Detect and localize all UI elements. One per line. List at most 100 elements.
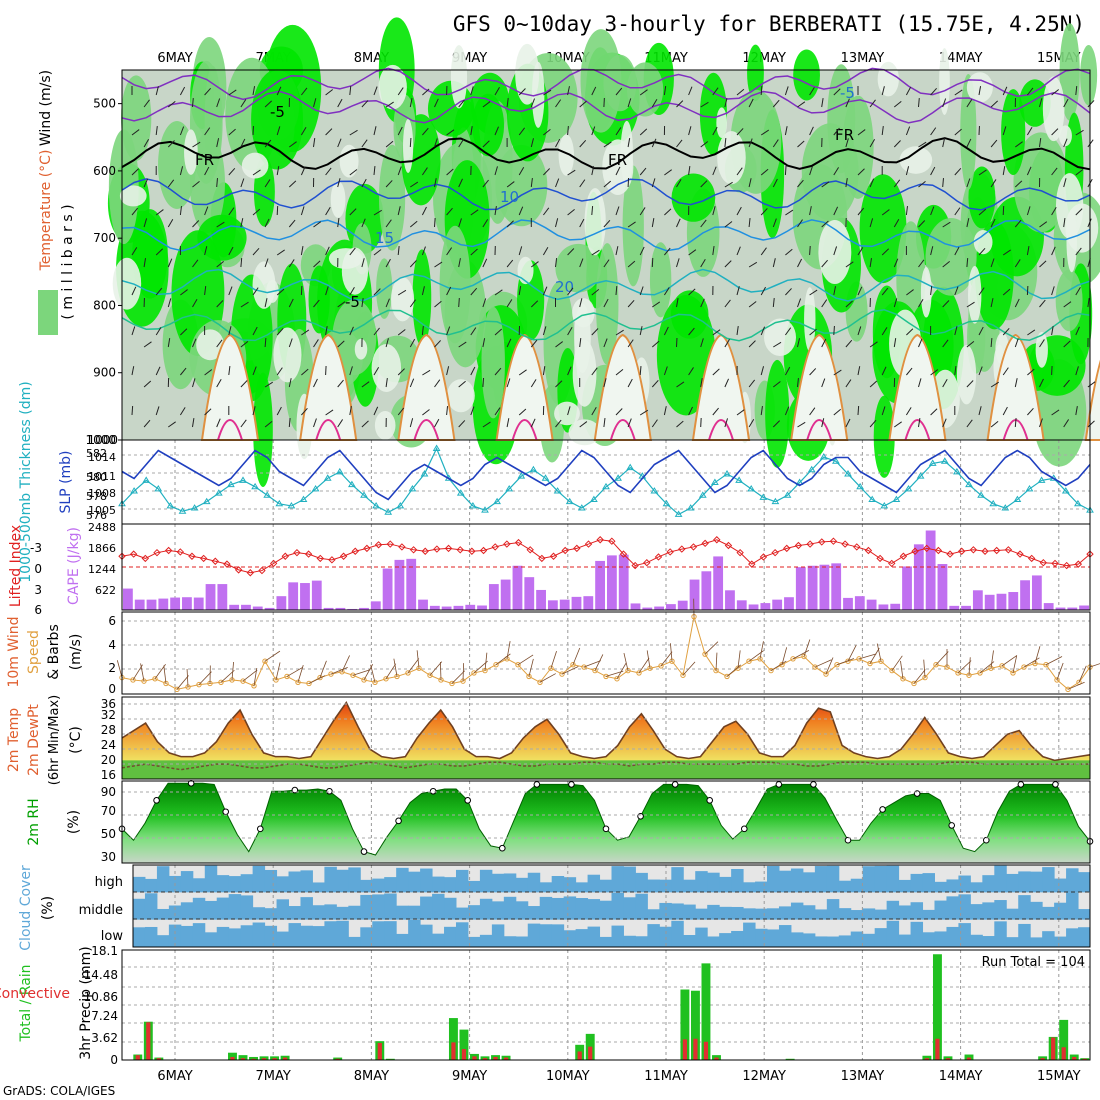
cloud-cell [635,872,648,893]
wind-barb [918,141,927,148]
wind-barb [361,100,369,108]
boundary-layer-plume [397,333,456,441]
wind-barb [289,141,297,148]
wind-barb [1087,100,1095,108]
thickness-marker [323,474,332,481]
lifted-marker [958,547,966,555]
lifted-tick: 6 [34,603,42,617]
cloud-cell [300,870,313,893]
wind-speed-marker [614,676,620,682]
wind-barb [712,87,719,96]
cloud-cell [970,904,983,920]
rh-cell [793,49,820,101]
wind-barb [700,378,703,388]
wind-barb [748,98,754,108]
wind-barb [591,367,598,376]
wind-barb [288,417,291,428]
wind-barb-10m [495,653,511,666]
wind-barb [482,421,491,428]
date-label: 14MAY [939,51,983,66]
rh-cell [412,249,432,347]
wind-barb [543,207,550,216]
contour-label: -5 [270,103,285,121]
wind-barb [543,168,551,176]
cloud-cell [360,894,373,920]
lifted-marker [176,548,185,556]
wind-barb-10m [1034,646,1041,664]
wind-barb [1075,247,1082,256]
cape-bar [736,600,747,610]
wind-barb [409,378,415,388]
rh-dry-cell [119,185,147,207]
cloud-cell [611,925,624,947]
cloud-cell [958,875,971,893]
wind-speed-marker [515,662,521,668]
lifted-marker [269,559,278,568]
y-tick-label: 1000 [87,433,118,447]
wind-barb [651,419,658,428]
precip-total-bar [249,1056,258,1060]
cloud-cell [958,894,971,920]
wind-barb [373,126,377,136]
wind-barb [784,165,787,176]
cloud-level-label: middle [79,903,123,918]
cloud-cell [144,893,158,920]
thickness-line [121,447,1091,516]
precip-conv-bar [146,1022,151,1060]
cloud-cell [240,895,254,920]
wind-barb [1002,249,1011,256]
wind-barb [700,180,708,188]
cape-bar [795,567,806,610]
wind-barb [555,178,560,188]
cloud-cell [755,881,768,893]
wind-barb [228,326,232,336]
cloud-cell [144,926,158,947]
wind-barb [1026,127,1033,136]
rh-dry-cell [450,45,468,109]
precip-total-bar [680,989,690,1060]
wind-barb [833,325,835,336]
wind-barb [409,418,414,428]
cloud-cell [647,924,660,947]
wind-barb [421,206,427,216]
wind-barb [373,165,376,176]
wind-barb [216,177,218,188]
wind-barb [591,166,595,176]
lifted-marker [398,543,406,551]
y-tick-label: 4 [108,638,116,652]
cloud-cell [133,927,146,947]
wind-barb [530,138,534,148]
wind-speed-marker [383,676,389,682]
lifted-marker [981,547,989,555]
wind-barb [470,406,475,416]
ylabel-speed: Speed [26,630,42,674]
wind-barb [325,246,330,256]
rh-legend-swatch [38,290,58,335]
wind-barb [506,378,511,388]
wind-barb [579,421,588,428]
wind-speed-marker [581,664,587,670]
wind-barb [893,179,901,188]
lifted-marker [304,550,313,558]
cape-bar [465,604,476,610]
wind-barb [676,381,685,388]
plume-core-contour [315,419,342,441]
cape-bar [1008,592,1019,610]
wind-barb [288,180,297,188]
wind-barb [240,257,243,268]
wind-barb [639,167,647,176]
cloud-cell [719,906,732,920]
date-label: 13MAY [841,1069,885,1084]
cloud-cell [898,879,912,893]
wind-barb [276,327,284,336]
thickness-marker [166,501,175,509]
wind-barb [676,258,680,268]
wind-barb [712,246,715,256]
cloud-cell [444,877,457,893]
date-label: 10MAY [546,1069,590,1084]
cloud-cell [1030,901,1043,920]
wind-barb-10m [682,661,696,676]
wind-barb [240,301,249,308]
wind-barb [954,167,962,176]
cloud-cell [336,920,349,947]
